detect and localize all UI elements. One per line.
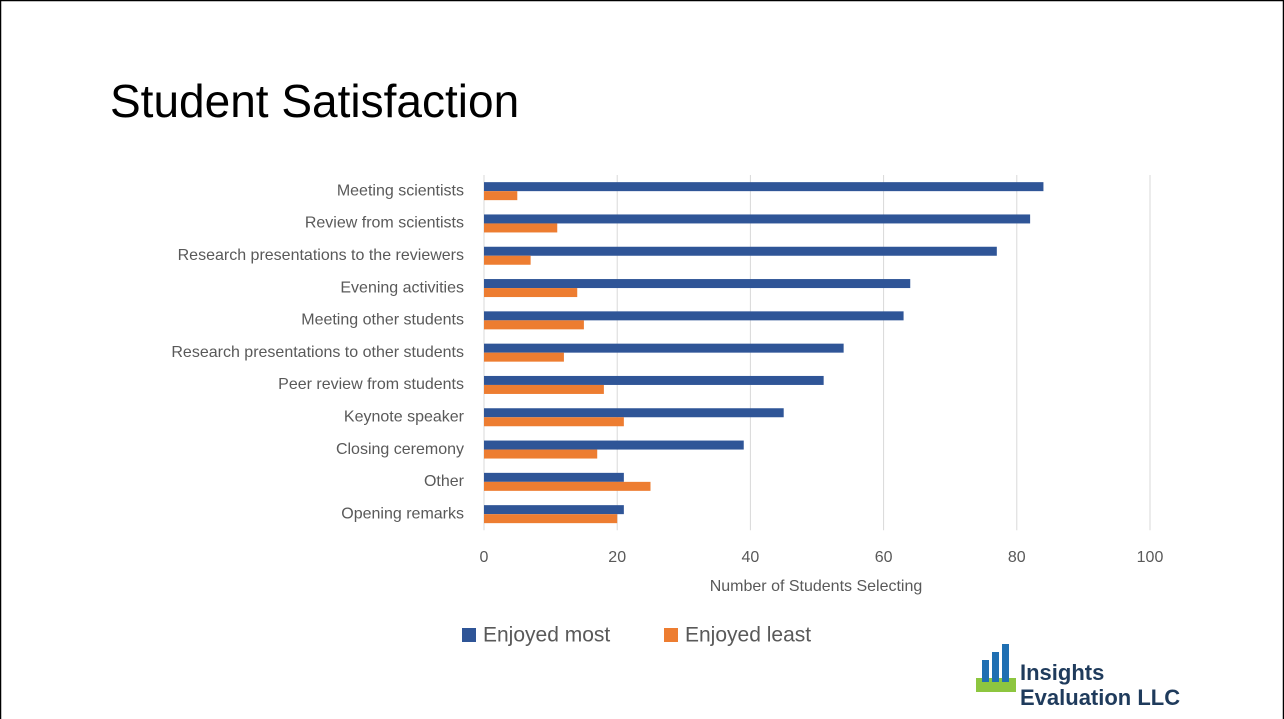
bar — [484, 223, 558, 233]
bar — [484, 214, 1031, 224]
legend-swatch — [462, 628, 476, 642]
y-tick-label: Review from scientists — [305, 215, 464, 232]
logo-icon — [992, 652, 999, 682]
bar — [484, 288, 578, 298]
logo-icon — [1002, 644, 1009, 682]
y-tick-label: Evening activities — [340, 279, 464, 296]
logo-icon — [982, 660, 989, 682]
bar — [484, 417, 624, 427]
bar — [484, 320, 584, 330]
logo-text: Evaluation LLC — [1020, 685, 1180, 710]
x-tick-label: 40 — [742, 549, 760, 566]
bar — [484, 514, 618, 524]
y-tick-label: Closing ceremony — [336, 441, 464, 458]
bar — [484, 182, 1044, 192]
x-tick-label: 0 — [480, 549, 489, 566]
y-tick-label: Research presentations to other students — [171, 344, 464, 361]
bar — [484, 481, 651, 491]
bar — [484, 440, 744, 450]
bar — [484, 191, 518, 201]
y-tick-label: Meeting scientists — [337, 182, 464, 199]
bar — [484, 384, 604, 394]
bar — [484, 311, 904, 321]
bar — [484, 343, 844, 353]
x-tick-label: 100 — [1137, 549, 1164, 566]
y-tick-label: Peer review from students — [278, 376, 464, 393]
bar — [484, 255, 531, 265]
y-tick-label: Opening remarks — [341, 505, 464, 522]
logo: Insights Evaluation LLC — [976, 644, 1180, 710]
legend-label: Enjoyed most — [483, 624, 610, 647]
bar — [484, 279, 911, 289]
bar — [484, 246, 997, 256]
x-tick-label: 80 — [1008, 549, 1026, 566]
x-axis-label: Number of Students Selecting — [710, 578, 923, 595]
bar — [484, 505, 624, 515]
x-tick-label: 20 — [608, 549, 626, 566]
chart-title: Student Satisfaction — [110, 75, 519, 127]
y-tick-label: Keynote speaker — [344, 408, 465, 425]
y-tick-label: Research presentations to the reviewers — [178, 247, 464, 264]
bar — [484, 375, 824, 385]
bar — [484, 352, 564, 362]
bar — [484, 408, 784, 418]
x-tick-label: 60 — [875, 549, 893, 566]
bar — [484, 472, 624, 482]
legend-swatch — [664, 628, 678, 642]
bar — [484, 449, 598, 459]
logo-text: Insights — [1020, 660, 1104, 685]
y-tick-label: Meeting other students — [301, 312, 464, 329]
y-tick-label: Other — [424, 473, 465, 490]
legend-label: Enjoyed least — [685, 624, 811, 647]
